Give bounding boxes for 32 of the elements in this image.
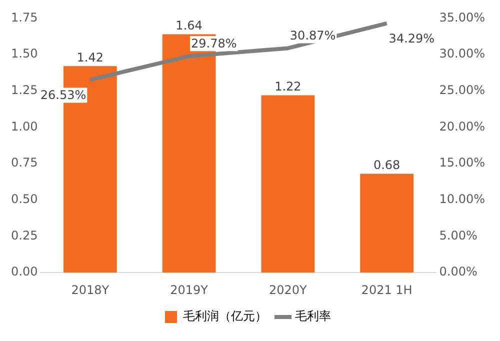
bar <box>360 174 414 273</box>
y-tick-label: 0.75 <box>11 156 38 170</box>
y2-tick-label: 30.00% <box>439 46 486 61</box>
data-label: 0.68 <box>373 158 400 172</box>
y2-tick-label: 25.00% <box>439 83 486 98</box>
x-tick-label: 2019Y <box>170 282 209 297</box>
data-label: 34.29% <box>388 31 435 46</box>
data-label: 1.42 <box>76 50 104 64</box>
y2-tick-label: 0.00% <box>439 264 478 279</box>
data-label: 29.78% <box>191 36 237 50</box>
x-tick-label: 2018Y <box>71 282 110 297</box>
y-tick-label: 0.00 <box>11 264 38 279</box>
legend-label: 毛利润（亿元） <box>183 309 267 324</box>
y2-tick-label: 35.00% <box>439 10 486 24</box>
y-tick-label: 1.00 <box>11 119 38 134</box>
y2-tick-label: 15.00% <box>439 156 486 170</box>
data-label: 26.53% <box>40 88 86 102</box>
data-label: 30.87% <box>290 28 336 42</box>
data-label: 1.22 <box>274 79 302 94</box>
x-tick-label: 2020Y <box>268 282 308 297</box>
y2-tick-label: 10.00% <box>439 192 486 206</box>
y2-tick-label: 5.00% <box>439 228 478 242</box>
y-tick-label: 1.50 <box>11 46 38 61</box>
y-tick-label: 0.25 <box>11 228 38 242</box>
bar <box>261 95 315 273</box>
data-label: 1.64 <box>176 18 202 32</box>
y-tick-label: 1.75 <box>11 10 38 24</box>
y2-tick-label: 20.00% <box>439 119 486 134</box>
x-tick-label: 2021 1H <box>361 282 412 297</box>
legend-label: 毛利率 <box>295 309 331 324</box>
y-tick-label: 1.25 <box>11 83 38 98</box>
y-tick-label: 0.50 <box>11 192 38 206</box>
